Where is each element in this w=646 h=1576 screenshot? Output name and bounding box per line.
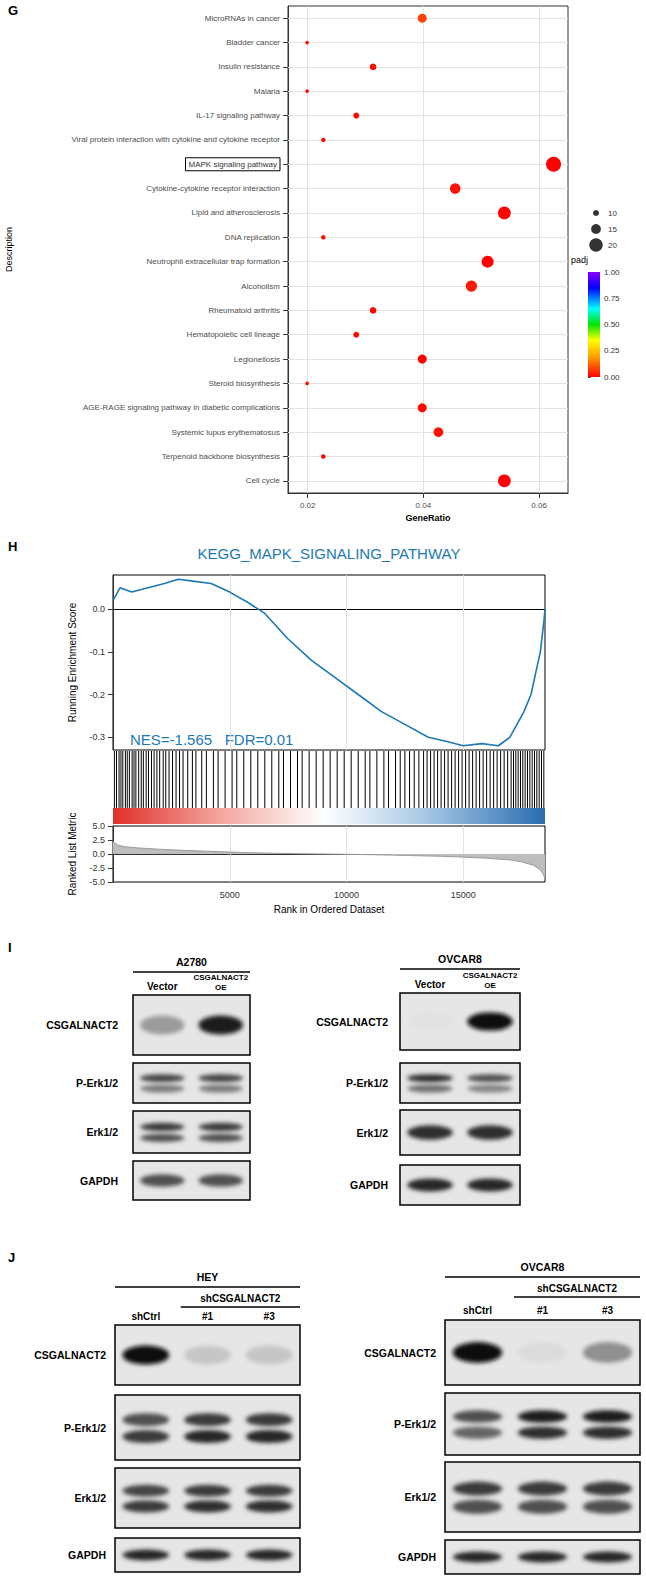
svg-text:NES=-1.565 FDR=0.01: NES=-1.565 FDR=0.01 xyxy=(130,731,293,748)
svg-text:15: 15 xyxy=(608,225,617,234)
svg-text:KEGG_MAPK_SIGNALING_PATHWAY: KEGG_MAPK_SIGNALING_PATHWAY xyxy=(198,545,461,562)
svg-text:5.0: 5.0 xyxy=(92,821,105,831)
svg-text:GAPDH: GAPDH xyxy=(80,1175,118,1187)
svg-text:GeneRatio: GeneRatio xyxy=(405,513,451,523)
svg-text:G: G xyxy=(8,3,18,18)
svg-text:GAPDH: GAPDH xyxy=(68,1549,106,1561)
svg-text:0.0: 0.0 xyxy=(92,604,105,614)
svg-text:shCSGALNACT2: shCSGALNACT2 xyxy=(537,1283,617,1294)
svg-text:Running Enrichment Score: Running Enrichment Score xyxy=(67,602,78,722)
svg-text:Erk1/2: Erk1/2 xyxy=(356,1127,388,1139)
svg-text:AGE-RAGE signaling pathway in: AGE-RAGE signaling pathway in diabetic c… xyxy=(83,403,280,412)
svg-text:#3: #3 xyxy=(602,1305,614,1316)
svg-text:#3: #3 xyxy=(264,1311,276,1322)
svg-text:I: I xyxy=(8,940,12,955)
svg-text:CSGALNACT2: CSGALNACT2 xyxy=(316,1016,388,1028)
svg-text:Neutrophil extracellular trap: Neutrophil extracellular trap formation xyxy=(147,257,280,266)
svg-text:P-Erk1/2: P-Erk1/2 xyxy=(64,1422,106,1434)
svg-text:0.06: 0.06 xyxy=(531,501,547,510)
svg-text:shCtrl: shCtrl xyxy=(131,1311,160,1322)
svg-text:CSGALNACT2: CSGALNACT2 xyxy=(46,1019,118,1031)
svg-text:MicroRNAs in cancer: MicroRNAs in cancer xyxy=(205,14,280,23)
svg-text:5000: 5000 xyxy=(220,890,240,900)
svg-text:10000: 10000 xyxy=(334,890,359,900)
svg-text:Erk1/2: Erk1/2 xyxy=(86,1126,118,1138)
svg-text:CSGALNACT2: CSGALNACT2 xyxy=(34,1349,106,1361)
svg-text:IL-17 signaling pathway: IL-17 signaling pathway xyxy=(196,111,280,120)
svg-text:GAPDH: GAPDH xyxy=(350,1179,388,1191)
svg-text:1.00: 1.00 xyxy=(604,268,620,277)
svg-text:Insulin resistance: Insulin resistance xyxy=(218,62,280,71)
svg-text:HEY: HEY xyxy=(197,1271,219,1283)
svg-text:CSGALNACT2: CSGALNACT2 xyxy=(463,971,518,980)
svg-text:CSGALNACT2: CSGALNACT2 xyxy=(364,1347,436,1359)
svg-text:shCSGALNACT2: shCSGALNACT2 xyxy=(200,1293,280,1304)
svg-text:#1: #1 xyxy=(202,1311,214,1322)
svg-text:CSGALNACT2: CSGALNACT2 xyxy=(193,973,248,982)
svg-text:shCtrl: shCtrl xyxy=(463,1305,492,1316)
svg-text:0.00: 0.00 xyxy=(604,373,620,382)
svg-text:OE: OE xyxy=(484,981,496,990)
svg-text:Rank in Ordered Dataset: Rank in Ordered Dataset xyxy=(274,904,385,915)
svg-text:Cell cycle: Cell cycle xyxy=(246,476,281,485)
svg-text:Lipid and atherosclerosis: Lipid and atherosclerosis xyxy=(192,208,281,217)
svg-text:0.0: 0.0 xyxy=(92,849,105,859)
svg-text:Bladder cancer: Bladder cancer xyxy=(226,38,280,47)
svg-text:0.75: 0.75 xyxy=(604,294,620,303)
svg-text:A2780: A2780 xyxy=(176,956,207,968)
svg-text:MAPK signaling pathway: MAPK signaling pathway xyxy=(189,160,278,169)
svg-text:OE: OE xyxy=(215,983,227,992)
svg-text:Steroid biosynthesis: Steroid biosynthesis xyxy=(208,379,280,388)
svg-text:15000: 15000 xyxy=(451,890,476,900)
svg-text:Alcoholism: Alcoholism xyxy=(241,282,280,291)
svg-text:-0.3: -0.3 xyxy=(89,732,105,742)
svg-text:Vector: Vector xyxy=(147,981,178,992)
svg-text:Legionellosis: Legionellosis xyxy=(234,355,280,364)
svg-text:Description: Description xyxy=(4,227,14,272)
svg-text:0.50: 0.50 xyxy=(604,320,620,329)
svg-text:P-Erk1/2: P-Erk1/2 xyxy=(76,1077,118,1089)
svg-text:OVCAR8: OVCAR8 xyxy=(438,953,482,965)
svg-text:2.5: 2.5 xyxy=(92,835,105,845)
svg-text:J: J xyxy=(8,1250,15,1265)
svg-text:10: 10 xyxy=(608,209,617,218)
svg-text:P-Erk1/2: P-Erk1/2 xyxy=(346,1077,388,1089)
svg-text:Systemic lupus erythematosus: Systemic lupus erythematosus xyxy=(172,428,281,437)
svg-text:Hematopoietic cell lineage: Hematopoietic cell lineage xyxy=(187,330,281,339)
svg-text:padj: padj xyxy=(571,255,588,265)
svg-text:Rheumatoid arthritis: Rheumatoid arthritis xyxy=(208,306,280,315)
svg-text:H: H xyxy=(8,539,17,554)
svg-text:-0.1: -0.1 xyxy=(89,647,105,657)
svg-text:Erk1/2: Erk1/2 xyxy=(74,1492,106,1504)
svg-text:-2.5: -2.5 xyxy=(89,863,105,873)
svg-text:Ranked List Metric: Ranked List Metric xyxy=(67,813,78,896)
svg-text:Viral protein interaction with: Viral protein interaction with cytokine … xyxy=(72,135,281,144)
svg-text:-0.2: -0.2 xyxy=(89,690,105,700)
svg-text:Vector: Vector xyxy=(415,979,446,990)
svg-text:20: 20 xyxy=(608,241,617,250)
svg-text:#1: #1 xyxy=(537,1305,549,1316)
svg-text:0.04: 0.04 xyxy=(416,501,432,510)
svg-text:0.25: 0.25 xyxy=(604,346,620,355)
svg-text:P-Erk1/2: P-Erk1/2 xyxy=(394,1418,436,1430)
svg-text:-5.0: -5.0 xyxy=(89,877,105,887)
svg-text:Erk1/2: Erk1/2 xyxy=(404,1491,436,1503)
svg-text:GAPDH: GAPDH xyxy=(398,1551,436,1563)
svg-text:Cytokine-cytokine receptor int: Cytokine-cytokine receptor interaction xyxy=(146,184,280,193)
svg-text:Terpenoid backbone biosynthesi: Terpenoid backbone biosynthesis xyxy=(162,452,280,461)
svg-text:DNA replication: DNA replication xyxy=(225,233,280,242)
svg-text:Malaria: Malaria xyxy=(254,87,281,96)
svg-text:0.02: 0.02 xyxy=(300,501,316,510)
svg-text:OVCAR8: OVCAR8 xyxy=(521,1261,565,1273)
